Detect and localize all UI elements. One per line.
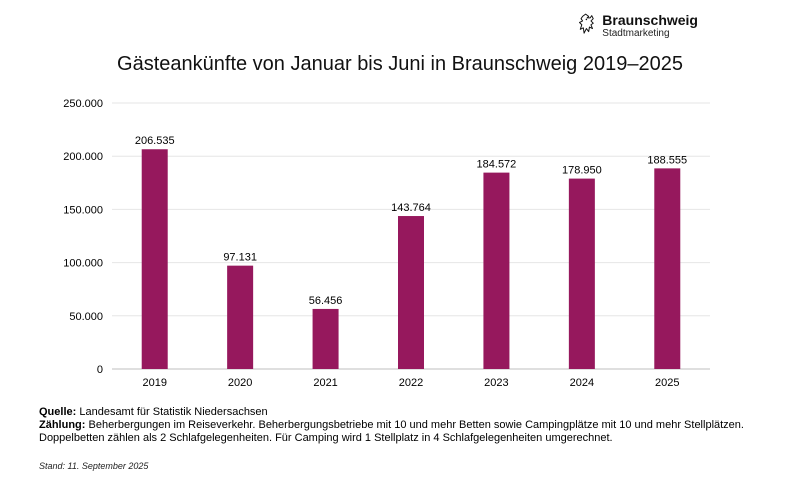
x-tick-label: 2021 bbox=[313, 377, 337, 389]
bar bbox=[568, 178, 595, 369]
source-line: Quelle: Landesamt für Statistik Niedersa… bbox=[39, 406, 779, 419]
data-label: 206.535 bbox=[135, 135, 175, 147]
bar bbox=[654, 168, 681, 369]
count-label: Zählung: bbox=[39, 419, 86, 431]
source-label: Quelle: bbox=[39, 406, 77, 418]
bar bbox=[227, 265, 254, 369]
y-tick-label: 200.000 bbox=[63, 151, 103, 163]
count-line: Zählung: Beherbergungen im Reiseverkehr.… bbox=[39, 419, 779, 445]
y-tick-label: 100.000 bbox=[63, 258, 103, 270]
data-label: 184.572 bbox=[477, 159, 517, 171]
stand-date: Stand: 11. September 2025 bbox=[39, 461, 149, 471]
y-tick-label: 50.000 bbox=[69, 311, 103, 323]
x-tick-label: 2019 bbox=[142, 377, 166, 389]
y-tick-label: 250.000 bbox=[63, 98, 103, 110]
x-tick-label: 2020 bbox=[228, 377, 252, 389]
x-tick-label: 2023 bbox=[484, 377, 508, 389]
data-label: 56.456 bbox=[309, 295, 343, 307]
bar bbox=[141, 149, 168, 369]
source-text: Landesamt für Statistik Niedersachsen bbox=[76, 406, 268, 418]
logo-name: Braunschweig bbox=[602, 12, 698, 28]
data-label: 178.950 bbox=[562, 165, 602, 177]
data-label: 188.555 bbox=[647, 154, 687, 166]
chart-title: Gästeankünfte von Januar bis Juni in Bra… bbox=[117, 53, 683, 75]
x-tick-label: 2024 bbox=[570, 377, 594, 389]
brand-logo: Braunschweig Stadtmarketing bbox=[578, 10, 698, 42]
y-tick-label: 0 bbox=[97, 364, 103, 376]
x-tick-label: 2022 bbox=[399, 377, 423, 389]
bar bbox=[398, 216, 424, 369]
bar bbox=[312, 308, 339, 369]
bar bbox=[483, 172, 510, 369]
logo-subtitle: Stadtmarketing bbox=[602, 28, 670, 39]
bar-chart: 0 50.000 100.000 150.000 200.000 250.000 206.5… bbox=[63, 98, 710, 389]
count-text: Beherbergungen im Reiseverkehr. Beherber… bbox=[39, 419, 744, 444]
x-tick-label: 2025 bbox=[655, 377, 679, 389]
lion-icon bbox=[579, 13, 594, 34]
footer-notes: Quelle: Landesamt für Statistik Niedersa… bbox=[39, 406, 779, 445]
data-label: 97.131 bbox=[223, 252, 257, 264]
data-label: 143.764 bbox=[391, 202, 431, 214]
y-tick-label: 150.000 bbox=[63, 204, 103, 216]
